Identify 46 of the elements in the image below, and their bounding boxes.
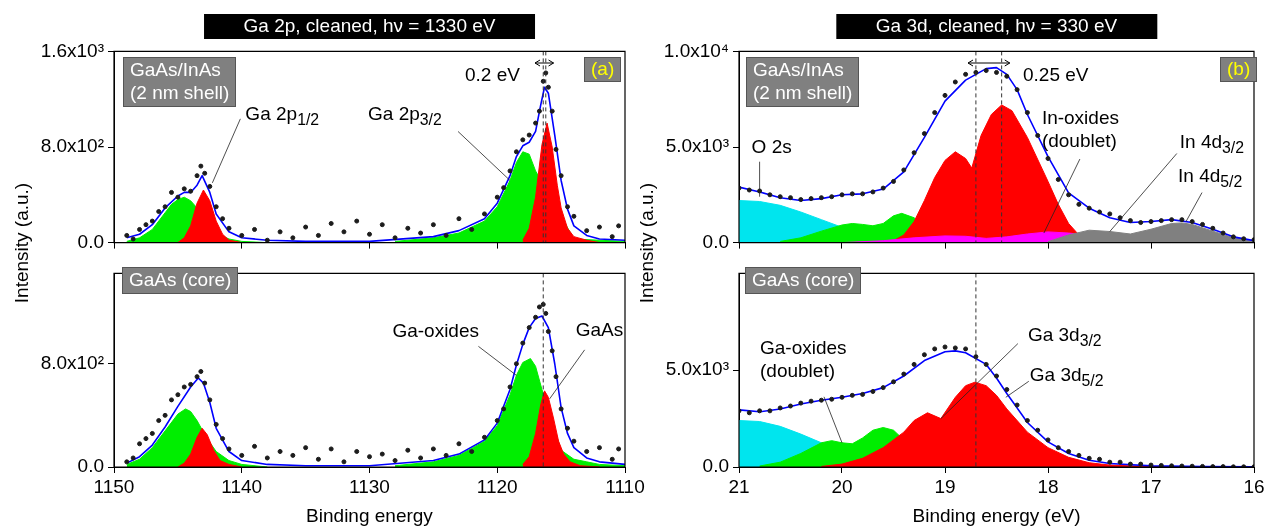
- annotation: Ga 3d$_{5/2}$: [1029, 364, 1104, 392]
- annotation: O 2s: [751, 135, 792, 159]
- x-axis-title: Binding energy: [306, 505, 433, 528]
- y-axis-title: Intensity (a.u.): [10, 182, 33, 303]
- y-tick-label: 0.0: [77, 455, 104, 477]
- annotation: (a): [584, 57, 622, 82]
- y-tick-label: 8.0x10²: [40, 135, 104, 157]
- x-tick-label: 1130: [349, 475, 390, 497]
- annotation: In 4d$_{3/2}$: [1179, 130, 1245, 158]
- x-tick-label: 20: [831, 475, 853, 497]
- y-tick-label: 0.0: [77, 230, 104, 252]
- x-tick-label: 16: [1243, 475, 1265, 497]
- annotation: In 4d$_{5/2}$: [1178, 164, 1243, 192]
- y-tick-label: 8.0x10²: [40, 351, 104, 373]
- annotation: Ga 2p$_{3/2}$: [368, 103, 442, 131]
- annotation: 0.2 eV: [465, 64, 520, 87]
- annotation: Ga-oxides: [392, 320, 480, 344]
- annotation: GaAs (core): [122, 267, 239, 294]
- annotation: GaAs/InAs (2 nm shell): [746, 57, 860, 107]
- annotation: GaAs (core): [745, 267, 862, 294]
- annotation: Ga-oxides (doublet): [760, 336, 847, 383]
- x-tick-label: 21: [728, 475, 750, 497]
- annotation: 0.25 eV: [1023, 64, 1089, 87]
- x-tick-label: 18: [1037, 475, 1059, 497]
- y-tick-label: 0.0: [702, 455, 729, 477]
- y-tick-label: 5.0x10³: [665, 135, 729, 157]
- y-tick-label: 1.6x10³: [40, 39, 104, 61]
- x-tick-label: 1110: [605, 475, 645, 497]
- x-tick-label: 1140: [221, 475, 263, 497]
- x-axis-title: Binding energy (eV): [912, 505, 1081, 528]
- y-tick-label: 1.0x10⁴: [663, 39, 729, 61]
- annotation: GaAs/InAs (2 nm shell): [123, 57, 237, 107]
- annotation: In-oxides (doublet): [1041, 107, 1119, 153]
- x-tick-label: 19: [934, 475, 956, 497]
- x-tick-label: 1120: [476, 475, 518, 497]
- x-tick-label: 1150: [93, 475, 135, 497]
- y-tick-label: 0.0: [702, 230, 729, 252]
- x-tick-label: 17: [1140, 475, 1162, 497]
- annotation: Ga 2p$_{1/2}$: [245, 102, 320, 130]
- chart-title: Ga 2p, cleaned, hν = 1330 eV: [203, 14, 536, 40]
- annotation: (b): [1220, 57, 1258, 82]
- y-tick-label: 5.0x10³: [665, 358, 729, 380]
- annotation: GaAs: [575, 318, 624, 342]
- chart-title: Ga 3d, cleaned, hν = 330 eV: [835, 14, 1158, 40]
- annotation: Ga 3d$_{3/2}$: [1027, 323, 1102, 351]
- y-axis-title: Intensity (a.u.): [635, 182, 658, 303]
